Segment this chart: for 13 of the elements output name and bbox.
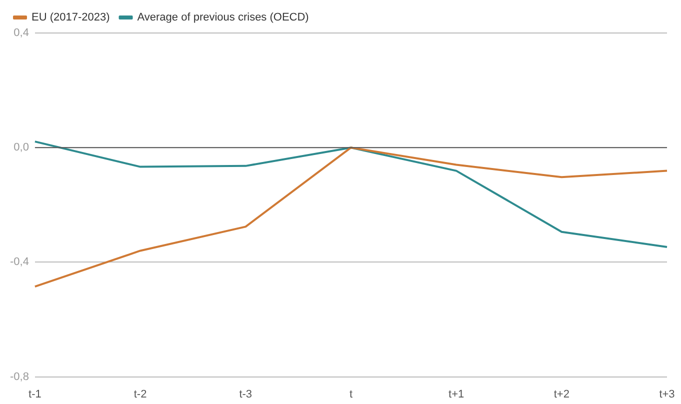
x-tick-label: t-2	[134, 388, 147, 400]
y-tick-label: 0,4	[14, 27, 29, 40]
y-tick-label: -0,8	[10, 370, 29, 383]
y-tick-label: -0,4	[10, 256, 29, 268]
legend-label: Average of previous crises (OECD)	[137, 12, 309, 24]
x-tick-label: t+2	[554, 388, 570, 400]
x-tick-label: t+3	[659, 388, 675, 400]
legend-label: EU (2017-2023)	[32, 12, 110, 24]
x-tick-label: t+1	[448, 388, 464, 400]
x-tick-label: t	[349, 388, 353, 400]
x-tick-label: t-3	[239, 388, 252, 400]
x-tick-label: t-1	[28, 388, 42, 400]
y-tick-label: 0,0	[14, 142, 29, 154]
